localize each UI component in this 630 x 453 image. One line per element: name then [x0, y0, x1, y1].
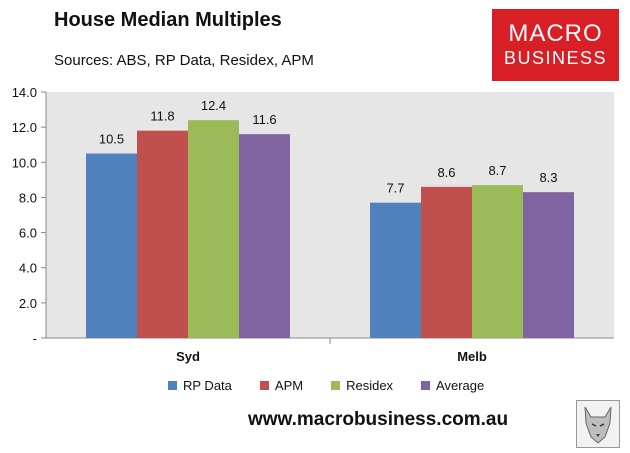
chart-title: House Median Multiples — [54, 9, 282, 31]
bar — [472, 185, 523, 338]
x-tick-label: Syd — [176, 349, 200, 364]
legend-swatch — [168, 381, 177, 390]
y-tick-label: 12.0 — [12, 120, 37, 135]
legend-swatch — [421, 381, 431, 390]
bar — [421, 186, 472, 338]
legend-entry: Average — [421, 378, 484, 393]
y-tick-label: - — [33, 331, 37, 346]
bar — [188, 120, 239, 338]
data-label: 8.7 — [488, 163, 506, 178]
logo-line-1: MACRO — [508, 20, 603, 47]
y-tick-label: 6.0 — [19, 226, 37, 241]
data-label: 11.6 — [252, 112, 276, 127]
y-tick-label: 8.0 — [19, 190, 37, 205]
data-label: 8.3 — [539, 170, 557, 185]
data-label: 10.5 — [99, 132, 124, 147]
legend-label: APM — [274, 378, 304, 393]
website-url: www.macrobusiness.com.au — [248, 409, 509, 430]
chart-subtitle: Sources: ABS, RP Data, Residex, APM — [54, 52, 314, 69]
legend-swatch — [331, 381, 341, 390]
bar — [86, 153, 137, 338]
legend-label: Residex — [346, 378, 394, 393]
bar — [137, 130, 188, 338]
legend-label: Average — [436, 378, 485, 393]
bar — [523, 192, 574, 338]
y-tick-label: 14.0 — [12, 85, 37, 100]
legend-entry: Residex — [331, 378, 393, 393]
logo-line-2: BUSINESS — [503, 48, 608, 68]
x-tick-label: Melb — [457, 349, 487, 364]
data-label: 11.8 — [150, 109, 174, 124]
y-tick-label: 10.0 — [12, 155, 37, 170]
data-label: 8.6 — [437, 165, 455, 180]
bar — [239, 134, 290, 338]
data-label: 12.4 — [201, 98, 226, 113]
macrobusiness-logo: MACRO BUSINESS — [492, 9, 619, 81]
y-tick-label: 4.0 — [19, 261, 37, 276]
data-label: 7.7 — [386, 181, 404, 196]
legend-label: RP Data — [183, 378, 232, 393]
legend-entry: RP Data — [168, 378, 232, 393]
wolf-logo-icon — [576, 400, 620, 448]
y-tick-label: 2.0 — [19, 296, 37, 311]
legend-swatch — [259, 381, 269, 390]
legend-entry: APM — [259, 378, 304, 393]
bar — [370, 202, 421, 338]
chart-legend: RP Data APM Residex Average — [168, 378, 484, 393]
